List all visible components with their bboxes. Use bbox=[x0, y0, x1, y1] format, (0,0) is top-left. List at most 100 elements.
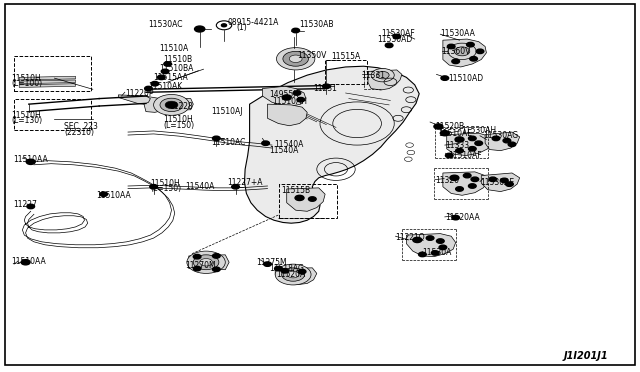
Circle shape bbox=[27, 204, 35, 209]
Text: 11350V: 11350V bbox=[298, 51, 327, 60]
Circle shape bbox=[298, 269, 306, 274]
Text: 11530A: 11530A bbox=[422, 248, 452, 257]
Text: 11510AH: 11510AH bbox=[272, 97, 307, 106]
Circle shape bbox=[193, 255, 219, 270]
Circle shape bbox=[475, 141, 483, 145]
Circle shape bbox=[413, 237, 422, 243]
Circle shape bbox=[450, 175, 459, 180]
Circle shape bbox=[212, 267, 220, 272]
Circle shape bbox=[376, 71, 389, 79]
Text: 11530AE: 11530AE bbox=[480, 178, 514, 187]
Circle shape bbox=[489, 177, 497, 182]
Circle shape bbox=[445, 153, 453, 158]
Text: 11510BA: 11510BA bbox=[159, 64, 193, 73]
Text: 11510AA: 11510AA bbox=[96, 191, 131, 200]
Text: (L=150): (L=150) bbox=[150, 184, 182, 193]
Text: 11510H: 11510H bbox=[12, 74, 41, 83]
Text: (1): (1) bbox=[237, 23, 248, 32]
Circle shape bbox=[221, 24, 227, 27]
Text: 11510AK: 11510AK bbox=[148, 82, 183, 91]
Polygon shape bbox=[189, 255, 229, 270]
Circle shape bbox=[468, 147, 476, 151]
Circle shape bbox=[281, 269, 289, 273]
Circle shape bbox=[295, 195, 304, 201]
Polygon shape bbox=[19, 84, 76, 87]
Polygon shape bbox=[443, 172, 488, 195]
Circle shape bbox=[195, 26, 205, 32]
Text: 11270M: 11270M bbox=[186, 262, 216, 270]
Text: 11510AD: 11510AD bbox=[448, 74, 483, 83]
Circle shape bbox=[323, 84, 330, 89]
Text: 11510H: 11510H bbox=[12, 111, 41, 120]
Text: 11518AG: 11518AG bbox=[269, 264, 303, 273]
Polygon shape bbox=[485, 132, 520, 151]
Text: 11510AE: 11510AE bbox=[438, 129, 472, 138]
Polygon shape bbox=[144, 96, 193, 112]
Circle shape bbox=[431, 251, 439, 255]
Bar bbox=[325, 60, 367, 84]
Bar bbox=[279, 184, 337, 218]
Text: 11231: 11231 bbox=[314, 84, 337, 93]
Polygon shape bbox=[481, 173, 520, 192]
Circle shape bbox=[456, 148, 463, 153]
Text: 11510H: 11510H bbox=[163, 115, 193, 124]
Text: 11510AJ: 11510AJ bbox=[211, 107, 243, 116]
Circle shape bbox=[471, 177, 479, 182]
Circle shape bbox=[164, 62, 172, 66]
Circle shape bbox=[200, 259, 212, 266]
Circle shape bbox=[492, 136, 500, 141]
Circle shape bbox=[440, 131, 449, 136]
Circle shape bbox=[289, 55, 302, 62]
Text: 11530AH: 11530AH bbox=[461, 126, 496, 135]
Text: 11510B: 11510B bbox=[163, 55, 193, 64]
Circle shape bbox=[160, 98, 183, 112]
Polygon shape bbox=[268, 104, 307, 126]
Circle shape bbox=[161, 69, 169, 74]
Text: 11540A: 11540A bbox=[186, 182, 215, 191]
Circle shape bbox=[193, 254, 201, 259]
Text: 11228: 11228 bbox=[170, 102, 193, 110]
Text: 11275M: 11275M bbox=[256, 258, 287, 267]
Circle shape bbox=[439, 245, 447, 250]
Text: SEC. 223: SEC. 223 bbox=[64, 122, 98, 131]
Circle shape bbox=[447, 44, 455, 49]
Circle shape bbox=[419, 252, 426, 257]
Circle shape bbox=[470, 57, 477, 61]
Circle shape bbox=[371, 68, 394, 82]
Text: 08915-4421A: 08915-4421A bbox=[227, 18, 278, 27]
Circle shape bbox=[476, 49, 484, 54]
Circle shape bbox=[467, 42, 474, 47]
Text: 11515B: 11515B bbox=[282, 186, 311, 195]
Circle shape bbox=[165, 101, 178, 109]
Text: 11510A: 11510A bbox=[159, 44, 188, 53]
Text: (22310): (22310) bbox=[64, 128, 94, 137]
Circle shape bbox=[468, 136, 476, 141]
Circle shape bbox=[297, 97, 305, 102]
Polygon shape bbox=[262, 86, 306, 106]
Circle shape bbox=[434, 124, 443, 129]
Polygon shape bbox=[447, 133, 492, 155]
Polygon shape bbox=[19, 76, 76, 80]
Polygon shape bbox=[443, 39, 486, 67]
Text: 11530AF: 11530AF bbox=[381, 29, 415, 38]
Text: 11540A: 11540A bbox=[269, 146, 298, 155]
Circle shape bbox=[293, 91, 301, 95]
Circle shape bbox=[436, 239, 444, 243]
Circle shape bbox=[282, 268, 305, 281]
Text: 11331: 11331 bbox=[362, 71, 385, 80]
Polygon shape bbox=[244, 66, 419, 223]
Circle shape bbox=[292, 28, 300, 33]
Circle shape bbox=[454, 47, 470, 56]
Text: 11227+A: 11227+A bbox=[227, 178, 262, 187]
Text: J1I201J1: J1I201J1 bbox=[563, 351, 608, 361]
Text: 11530AA: 11530AA bbox=[440, 29, 475, 38]
Circle shape bbox=[283, 51, 308, 66]
Text: 11530AB: 11530AB bbox=[300, 20, 334, 29]
Circle shape bbox=[21, 260, 30, 265]
Circle shape bbox=[385, 43, 393, 48]
Polygon shape bbox=[368, 70, 402, 90]
Text: 11510AF: 11510AF bbox=[448, 151, 482, 160]
Text: 11540A: 11540A bbox=[274, 140, 303, 149]
Text: 11520A: 11520A bbox=[276, 270, 306, 279]
Circle shape bbox=[26, 159, 35, 164]
